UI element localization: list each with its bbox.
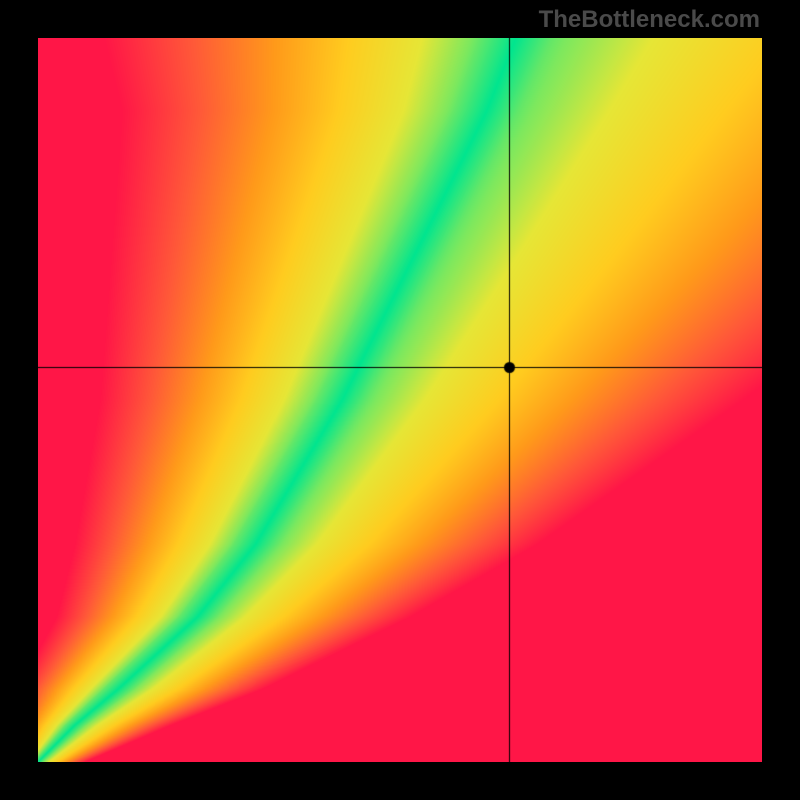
- watermark-text: TheBottleneck.com: [539, 6, 760, 34]
- bottleneck-heatmap: [38, 38, 762, 762]
- chart-container: TheBottleneck.com: [0, 0, 800, 800]
